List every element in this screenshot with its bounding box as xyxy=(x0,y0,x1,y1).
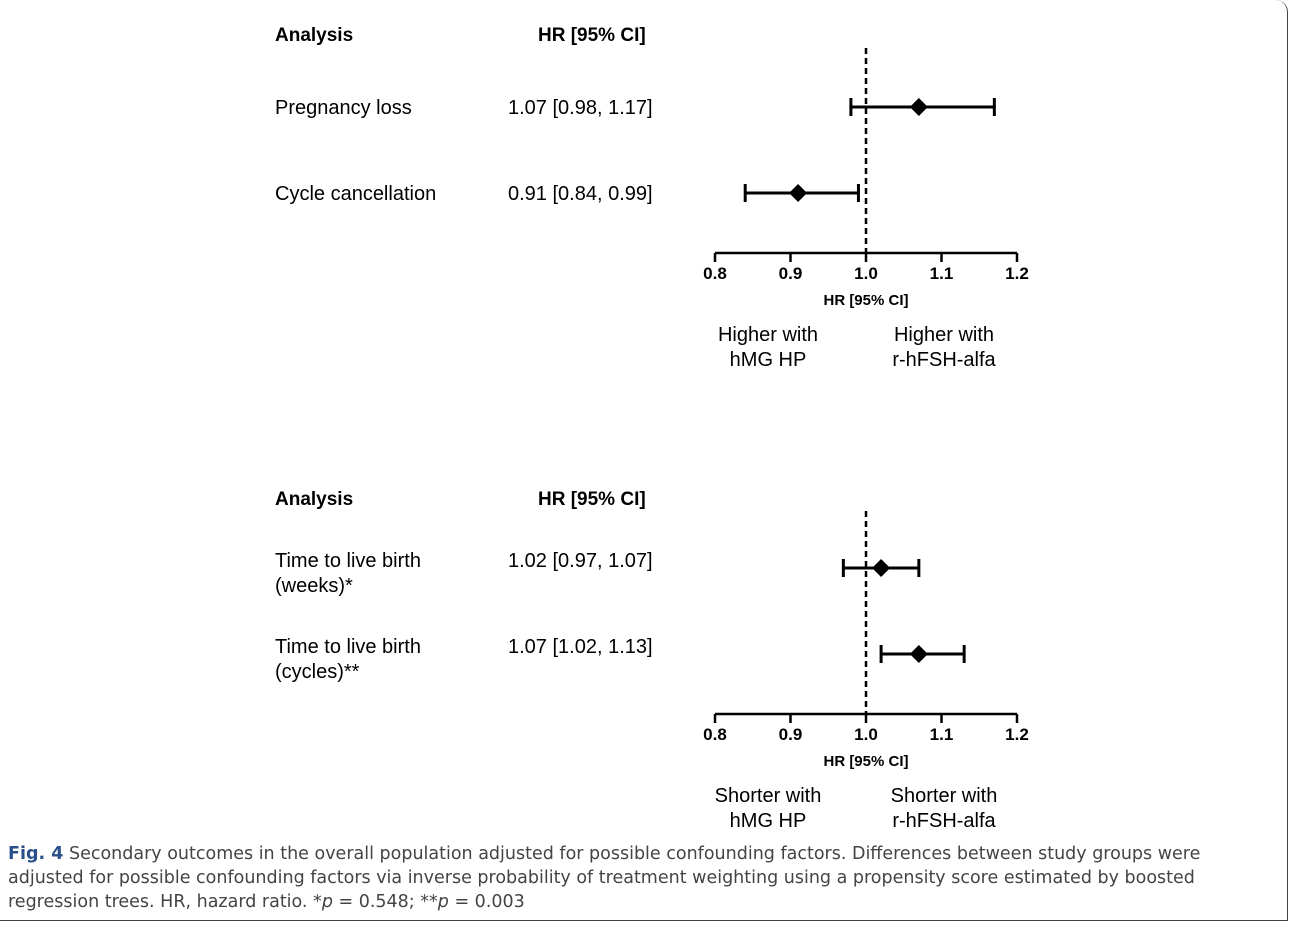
right-direction-note: r-hFSH-alfa xyxy=(892,810,996,832)
row-label: Time to live birth xyxy=(275,550,421,572)
header-analysis: Analysis xyxy=(275,489,353,510)
x-axis-label: HR [95% CI] xyxy=(823,292,908,309)
row-ci-text: 1.02 [0.97, 1.07] xyxy=(508,550,653,572)
header-hr-ci: HR [95% CI] xyxy=(538,489,646,510)
row-label: Pregnancy loss xyxy=(275,97,412,119)
forest-plot-figure: Analysis HR [95% CI] Pregnancy loss 1.07 [0… xyxy=(275,25,1029,832)
x-tick-label: 1.0 xyxy=(854,725,878,744)
right-direction-note: Shorter with xyxy=(891,785,998,807)
p-symbol-1: p xyxy=(321,892,333,912)
left-direction-note: hMG HP xyxy=(730,810,807,832)
left-direction-note: Higher with xyxy=(718,324,818,346)
x-axis-label: HR [95% CI] xyxy=(823,753,908,770)
row-label: Time to live birth xyxy=(275,636,421,658)
x-tick-label: 0.9 xyxy=(779,264,803,283)
right-direction-note: r-hFSH-alfa xyxy=(892,349,996,371)
row-label: (cycles)** xyxy=(275,661,360,683)
left-direction-note: hMG HP xyxy=(730,349,807,371)
caption-text-3: = 0.003 xyxy=(448,892,525,912)
row-ci-text: 0.91 [0.84, 0.99] xyxy=(508,183,653,205)
hr-point xyxy=(789,184,808,202)
left-direction-note: Shorter with xyxy=(715,785,822,807)
figure-label: Fig. 4 xyxy=(8,844,64,864)
right-direction-note: Higher with xyxy=(894,324,994,346)
x-tick-label: 1.2 xyxy=(1005,264,1029,283)
hr-point xyxy=(872,559,891,577)
header-analysis: Analysis xyxy=(275,25,353,46)
row-ci-text: 1.07 [0.98, 1.17] xyxy=(508,97,653,119)
hr-point xyxy=(909,645,928,663)
p-symbol-2: p xyxy=(437,892,449,912)
row-label: (weeks)* xyxy=(275,575,353,597)
x-tick-label: 0.8 xyxy=(703,264,727,283)
x-tick-label: 1.1 xyxy=(930,264,954,283)
x-tick-label: 0.9 xyxy=(779,725,803,744)
hr-point xyxy=(909,98,928,116)
caption-text-1: Secondary outcomes in the overall popula… xyxy=(8,844,1201,912)
x-tick-label: 1.1 xyxy=(930,725,954,744)
header-hr-ci: HR [95% CI] xyxy=(538,25,646,46)
figure-caption: Fig. 4 Secondary outcomes in the overall… xyxy=(8,842,1278,914)
x-tick-label: 0.8 xyxy=(703,725,727,744)
caption-text-2: = 0.548; ** xyxy=(332,892,438,912)
x-tick-label: 1.0 xyxy=(854,264,878,283)
x-tick-label: 1.2 xyxy=(1005,725,1029,744)
row-ci-text: 1.07 [1.02, 1.13] xyxy=(508,636,653,658)
row-label: Cycle cancellation xyxy=(275,183,436,205)
